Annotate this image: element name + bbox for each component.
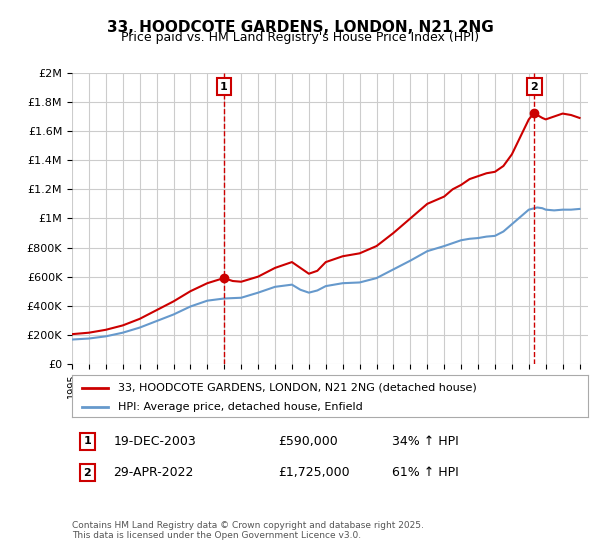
Text: 19-DEC-2003: 19-DEC-2003 — [113, 435, 196, 448]
Text: 33, HOODCOTE GARDENS, LONDON, N21 2NG (detached house): 33, HOODCOTE GARDENS, LONDON, N21 2NG (d… — [118, 383, 477, 393]
Text: £1,725,000: £1,725,000 — [278, 466, 350, 479]
Text: Contains HM Land Registry data © Crown copyright and database right 2025.
This d: Contains HM Land Registry data © Crown c… — [72, 521, 424, 540]
Text: £590,000: £590,000 — [278, 435, 338, 448]
Text: 1: 1 — [83, 436, 91, 446]
Text: 1: 1 — [220, 82, 227, 91]
Text: Price paid vs. HM Land Registry's House Price Index (HPI): Price paid vs. HM Land Registry's House … — [121, 31, 479, 44]
Text: 2: 2 — [530, 82, 538, 91]
Text: 61% ↑ HPI: 61% ↑ HPI — [392, 466, 458, 479]
Text: 29-APR-2022: 29-APR-2022 — [113, 466, 194, 479]
Text: 33, HOODCOTE GARDENS, LONDON, N21 2NG: 33, HOODCOTE GARDENS, LONDON, N21 2NG — [107, 20, 493, 35]
Text: 2: 2 — [83, 468, 91, 478]
Text: 34% ↑ HPI: 34% ↑ HPI — [392, 435, 458, 448]
Text: HPI: Average price, detached house, Enfield: HPI: Average price, detached house, Enfi… — [118, 402, 363, 412]
